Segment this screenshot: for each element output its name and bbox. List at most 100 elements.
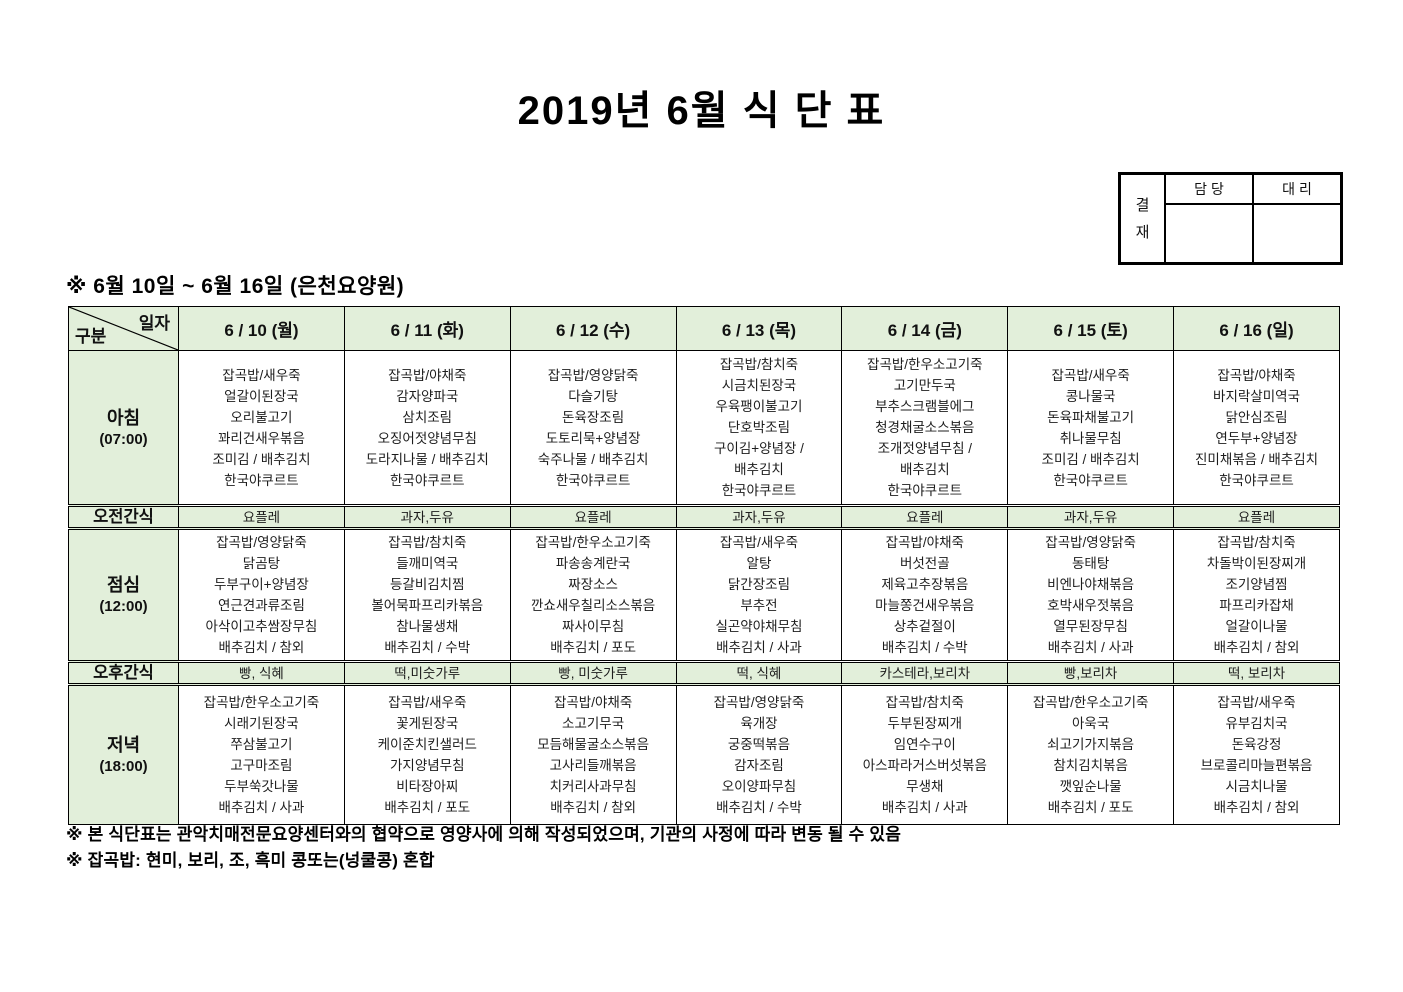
menu-item: 고구마조림 xyxy=(230,758,293,773)
menu-item: 우육팽이불고기 xyxy=(715,399,803,414)
menu-cell: 잡곡밥/새우죽 콩나물국 돈육파채불고기 취나물무침 조미김 / 배추김치 한국야쿠르트 xyxy=(1007,350,1175,506)
menu-item: 두부된장찌개 xyxy=(887,716,963,731)
menu-item: 진미채볶음 / 배추김치 xyxy=(1195,451,1319,467)
menu-item: 호박새우젓볶음 xyxy=(1047,598,1135,613)
menu-item: 한국야쿠르트 xyxy=(1219,472,1294,488)
day-header: 6 / 11 (화) xyxy=(343,306,511,351)
menu-item: 배추김치 / 수박 xyxy=(716,800,802,815)
snack-cell: 빵, 식혜 xyxy=(178,660,345,686)
menu-item: 오이양파무침 xyxy=(721,779,797,794)
menu-item: 쇠고기가지볶음 xyxy=(1047,737,1135,752)
menu-item: 등갈비김치찜 xyxy=(390,577,465,592)
menu-item: 배추김치 / 사과 xyxy=(716,640,802,655)
menu-item: 배추김치 / 참외 xyxy=(1213,640,1300,655)
menu-item: 삼치조림 xyxy=(402,409,453,425)
menu-item: 오징어젓양념무침 xyxy=(377,430,477,446)
menu-item: 깻잎순나물 xyxy=(1059,779,1122,794)
snack-cell: 카스테라,보리차 xyxy=(841,660,1009,686)
row-label-lunch: 점심 (12:00) xyxy=(68,528,179,662)
menu-item: 도토리묵+양념장 xyxy=(545,430,641,446)
corner-bottom-label: 구분 xyxy=(75,327,107,346)
menu-item: 짜사이무침 xyxy=(562,619,625,634)
menu-item: 배추김치 / 참외 xyxy=(1213,800,1300,815)
menu-cell: 잡곡밥/새우죽 알탕 닭간장조림 부추전 실곤약야채무침 배추김치 / 사과 xyxy=(675,528,843,662)
menu-item: 배추김치 / 사과 xyxy=(218,800,305,815)
menu-item: 잡곡밥/영양닭죽 xyxy=(216,535,307,550)
menu-item: 잡곡밥/야채죽 xyxy=(885,535,964,550)
approval-col-deputy: 대 리 xyxy=(1253,174,1341,204)
row-label-text: 저녁 xyxy=(106,735,141,755)
menu-item: 닭간장조림 xyxy=(727,577,790,592)
row-label-time: (07:00) xyxy=(99,430,148,448)
menu-item: 꽃게된장국 xyxy=(396,716,459,731)
snack-cell: 요플레 xyxy=(1173,504,1340,530)
menu-cell: 잡곡밥/참치죽 차돌박이된장찌개 조기양념찜 파프리카잡채 얼갈이나물 배추김치 / 참외 xyxy=(1173,528,1340,662)
row-label-time: (18:00) xyxy=(99,758,148,775)
menu-cell: 잡곡밥/한우소고기죽 아욱국 쇠고기가지볶음 참치김치볶음 깻잎순나물 배추김치 / 포도 xyxy=(1007,684,1175,825)
menu-cell: 잡곡밥/한우소고기죽 파송송계란국 짜장소스 깐쇼새우칠리소스볶음 짜사이무침 배추김치 … xyxy=(509,528,677,662)
menu-item: 배추김치 xyxy=(734,462,784,477)
snack-cell: 떡, 식혜 xyxy=(675,660,843,686)
menu-item: 아삭이고추쌈장무침 xyxy=(205,619,318,634)
menu-item: 잡곡밥/한우소고기죽 xyxy=(535,535,651,550)
menu-item: 다슬기탕 xyxy=(568,388,618,404)
row-morning-snack: 오전간식 요플레 과자,두유 요플레 과자,두유 요플레 과자,두유 요플레 xyxy=(68,504,1340,530)
menu-item: 상추겉절이 xyxy=(893,619,956,634)
menu-item: 한국야쿠르트 xyxy=(224,472,299,488)
approval-sign-cell-manager xyxy=(1165,204,1253,263)
menu-item: 돈육강정 xyxy=(1231,737,1282,752)
menu-item: 닭곰탕 xyxy=(242,556,281,571)
menu-cell: 잡곡밥/영양닭죽 닭곰탕 두부구이+양념장 연근견과류조림 아삭이고추쌈장무침 배추김치 … xyxy=(178,528,345,662)
page-title: 2019년 6월 식 단 표 xyxy=(517,89,886,133)
menu-item: 꽈리건새우볶음 xyxy=(217,430,305,446)
menu-item: 배추김치 / 포도 xyxy=(550,640,636,655)
menu-item: 잡곡밥/참치죽 xyxy=(885,695,964,710)
menu-item: 얼갈이된장국 xyxy=(224,388,299,404)
menu-item: 시래기된장국 xyxy=(224,716,299,731)
note-rice-mix: ※ 잡곡밥: 현미, 보리, 조, 흑미 콩또는(넝쿨콩) 혼합 xyxy=(66,851,435,870)
diagonal-line xyxy=(69,307,178,350)
menu-item: 잡곡밥/새우죽 xyxy=(1217,695,1296,710)
menu-item: 조미김 / 배추김치 xyxy=(212,451,311,467)
menu-cell: 잡곡밥/새우죽 얼갈이된장국 오리불고기 꽈리건새우볶음 조미김 / 배추김치 한국야쿠르… xyxy=(178,350,345,506)
menu-item: 바지락살미역국 xyxy=(1213,388,1300,404)
row-label-afternoon-snack: 오후간식 xyxy=(68,660,179,686)
menu-item: 참치김치볶음 xyxy=(1053,758,1128,773)
menu-item: 잡곡밥/한우소고기죽 xyxy=(203,695,320,710)
menu-item: 치커리사과무침 xyxy=(549,779,637,794)
snack-cell: 과자,두유 xyxy=(675,504,843,530)
menu-item: 배추김치 / 포도 xyxy=(1047,800,1134,815)
menu-item: 케이준치킨샐러드 xyxy=(377,737,477,752)
approval-stamp-label: 결재 xyxy=(1135,196,1150,241)
menu-item: 고기만두국 xyxy=(893,378,956,393)
menu-item: 잡곡밥/한우소고기죽 xyxy=(1032,695,1149,710)
footer-notes: ※ 본 식단표는 관악치매전문요양센터와의 협약으로 영양사에 의해 작성되었으… xyxy=(66,822,901,874)
menu-item: 쭈삼불고기 xyxy=(230,737,293,752)
menu-item: 배추김치 / 사과 xyxy=(881,800,968,815)
menu-item: 배추김치 / 참외 xyxy=(218,640,305,655)
menu-item: 콩나물국 xyxy=(1065,388,1116,404)
menu-item: 파송송계란국 xyxy=(555,556,631,571)
menu-item: 잡곡밥/야채죽 xyxy=(388,367,467,383)
menu-item: 버섯전골 xyxy=(899,556,950,571)
menu-item: 육개장 xyxy=(740,716,778,731)
day-header: 6 / 16 (일) xyxy=(1173,306,1340,351)
row-label-text: 점심 xyxy=(106,575,141,595)
snack-cell: 요플레 xyxy=(841,504,1009,530)
row-label-breakfast: 아침 (07:00) xyxy=(68,350,179,506)
menu-item: 한국야쿠르트 xyxy=(887,483,963,498)
menu-item: 숙주나물 / 배추김치 xyxy=(537,451,649,467)
menu-item: 비엔나야채볶음 xyxy=(1047,577,1135,592)
approval-box: 결재 담 당 대 리 xyxy=(1118,172,1343,265)
corner-cell: 일자 구분 xyxy=(68,306,179,351)
menu-item: 연두부+양념장 xyxy=(1215,430,1298,446)
snack-cell: 떡,미숫가루 xyxy=(343,660,511,686)
menu-item: 연근견과류조림 xyxy=(217,598,305,613)
menu-cell: 잡곡밥/한우소고기죽 고기만두국 부추스크램블에그 청경채굴소스볶음 조개젓양념무침 /… xyxy=(841,350,1009,506)
menu-item: 유부김치국 xyxy=(1225,716,1288,731)
day-header: 6 / 13 (목) xyxy=(675,306,843,351)
row-lunch: 점심 (12:00) 잡곡밥/영양닭죽 닭곰탕 두부구이+양념장 연근견과류조림 아삭이고추… xyxy=(68,528,1340,662)
menu-item: 잡곡밥/영양닭죽 xyxy=(713,695,805,710)
menu-item: 브로콜리마늘편볶음 xyxy=(1200,758,1313,773)
menu-item: 잡곡밥/참치죽 xyxy=(388,535,467,550)
